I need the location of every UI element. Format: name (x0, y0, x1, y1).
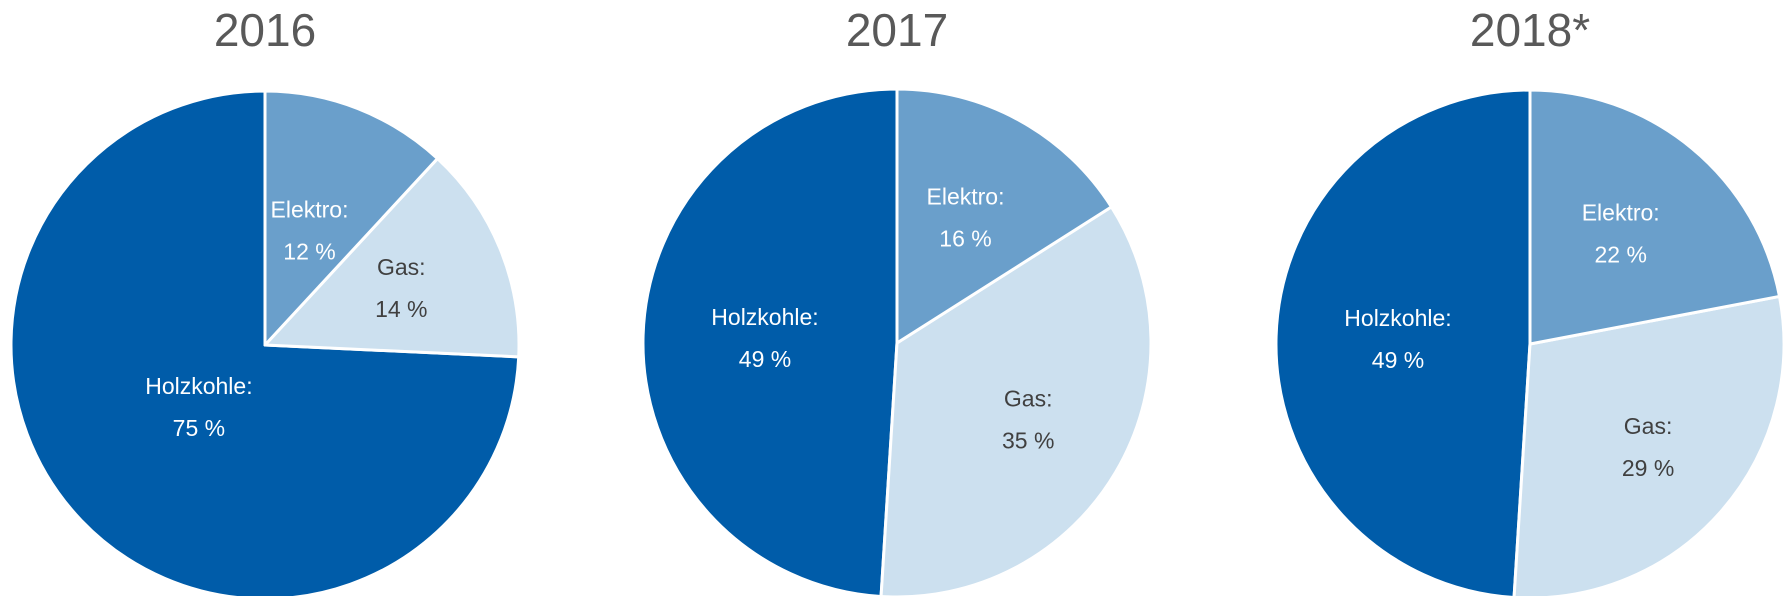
pie-slice-gas (263, 157, 521, 359)
pie-slice-holzkohle (1274, 88, 1532, 596)
slice-category-label: Gas: (1004, 386, 1053, 412)
chart-title: 2017 (846, 4, 948, 56)
slice-value-label: 12 % (283, 239, 335, 265)
slice-category-label: Elektro: (271, 197, 349, 223)
slice-category-label: Gas: (1624, 413, 1673, 439)
slice-value-label: 22 % (1594, 241, 1646, 267)
slice-category-label: Elektro: (927, 183, 1005, 209)
slice-value-label: 35 % (1002, 428, 1054, 454)
pie-slice-holzkohle (641, 87, 899, 596)
slice-value-label: 75 % (173, 415, 225, 441)
chart-title: 2016 (214, 4, 316, 56)
slice-value-label: 16 % (939, 225, 991, 251)
chart-title: 2018* (1470, 4, 1590, 56)
pie-chart-2017: 2017 Elektro: 16 % Gas: 35 % Holzkohle: 49 % (641, 4, 1153, 596)
slice-value-label: 29 % (1622, 455, 1674, 481)
slice-category-label: Elektro: (1582, 199, 1660, 225)
pie-slice-elektro (263, 89, 439, 347)
slice-value-label: 49 % (739, 346, 791, 372)
slice-category-label: Holzkohle: (145, 373, 252, 399)
pie-slice-gas (1512, 294, 1785, 596)
slice-value-label: 14 % (375, 296, 427, 322)
pie-chart-2016: 2016 Elektro: 12 % Gas: 14 % Holzkohle: 75 % (9, 4, 521, 596)
slice-value-label: 49 % (1372, 347, 1424, 373)
pie-chart-2018: 2018* Elektro: 22 % Gas: 29 % Holzkohle: 49 % (1274, 4, 1785, 596)
slice-category-label: Gas: (377, 254, 426, 280)
pie-slice-gas (879, 205, 1153, 596)
slice-category-label: Holzkohle: (711, 304, 818, 330)
pie-slice-elektro (1528, 88, 1781, 346)
pie-slice-elektro (895, 87, 1113, 345)
slice-category-label: Holzkohle: (1344, 305, 1451, 331)
